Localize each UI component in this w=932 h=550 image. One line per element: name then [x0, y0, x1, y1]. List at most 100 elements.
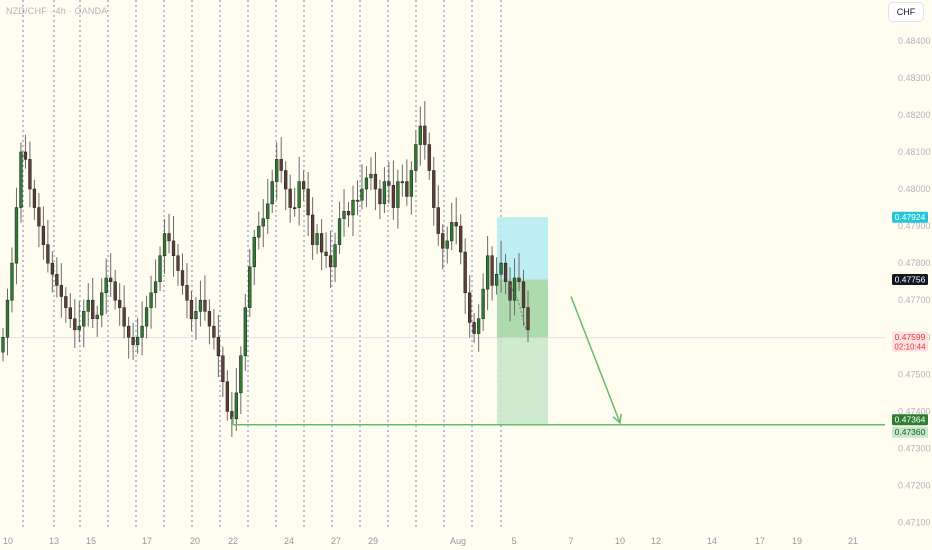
- candle-down: [131, 337, 135, 345]
- candle-down: [306, 188, 310, 216]
- candle-up: [135, 337, 140, 345]
- x-tick-label: Aug: [450, 536, 466, 546]
- projection-arrow-head: [612, 413, 622, 425]
- x-tick-label: 20: [190, 536, 200, 546]
- candle-up: [248, 266, 252, 308]
- candle-down: [459, 225, 463, 253]
- candle-up: [512, 277, 517, 301]
- countdown-label: 02:10:44: [894, 343, 926, 352]
- candle-up: [315, 233, 319, 245]
- candle-up: [100, 292, 104, 316]
- y-tick-label: 0.47700: [898, 295, 931, 305]
- symbol-label: NZD/CHF · 4h · OANDA: [6, 6, 108, 16]
- candle-down: [167, 233, 171, 242]
- candle-up: [445, 240, 449, 249]
- candle-up: [382, 181, 387, 205]
- x-tick-label: 17: [142, 536, 152, 546]
- price-label-text: 0.47360: [895, 427, 926, 437]
- candle-up: [369, 173, 373, 179]
- y-tick-label: 0.48200: [898, 110, 931, 120]
- currency-button[interactable]: CHF: [888, 2, 924, 22]
- price-axis[interactable]: 0.48400 0.48300 0.48200 0.48100 0.48000 0.479…: [898, 36, 931, 528]
- candle-down: [225, 381, 229, 412]
- candle-up: [409, 170, 413, 197]
- candle-down: [185, 285, 189, 301]
- y-tick-label: 0.47500: [898, 369, 931, 379]
- candle-down: [521, 281, 526, 308]
- candle-up: [144, 307, 149, 327]
- candle-down: [109, 277, 113, 282]
- candle-down: [230, 411, 234, 420]
- candle-down: [319, 233, 324, 253]
- x-tick-label: 24: [284, 536, 294, 546]
- candle-up: [86, 299, 90, 312]
- candle-up: [194, 311, 198, 319]
- overlays: [232, 285, 885, 426]
- y-tick-label: 0.48300: [898, 73, 931, 83]
- candle-down: [279, 159, 283, 171]
- candle-up: [14, 207, 19, 264]
- candle-down: [203, 299, 207, 312]
- price-label-text: 0.47756: [895, 274, 926, 284]
- y-tick-label: 0.47800: [898, 258, 931, 268]
- session-grid-lines: [0, 0, 885, 530]
- candle-down: [46, 244, 50, 264]
- candle-down: [463, 251, 467, 294]
- price-label-badge: [892, 331, 928, 352]
- candle-up: [342, 211, 346, 219]
- x-tick-label: 17: [755, 536, 765, 546]
- candle-up: [494, 274, 499, 286]
- x-tick-label: 22: [228, 536, 238, 546]
- candle-up: [333, 244, 337, 268]
- candle-up: [450, 222, 454, 242]
- take-profit-zone: [497, 337, 548, 425]
- candle-up: [234, 392, 238, 420]
- y-tick-label: 0.47200: [898, 481, 931, 491]
- candle-down: [387, 181, 391, 186]
- candle-down: [346, 211, 351, 216]
- projection-arrow: [570, 296, 621, 424]
- y-tick-label: 0.48400: [898, 36, 931, 46]
- price-label-badge: [892, 414, 928, 426]
- candle-down: [517, 277, 521, 282]
- candle-down: [373, 173, 378, 190]
- candle-up: [95, 314, 99, 319]
- candle-down: [454, 222, 458, 227]
- candle-down: [302, 181, 306, 190]
- candle-down: [91, 299, 95, 319]
- candle-down: [432, 170, 436, 208]
- candle-up: [82, 311, 86, 327]
- x-tick-label: 21: [848, 536, 858, 546]
- candle-down: [503, 262, 508, 282]
- candle-down: [28, 159, 32, 190]
- x-tick-label: 13: [49, 536, 59, 546]
- x-tick-label: 7: [568, 536, 573, 546]
- price-label-badge: [892, 211, 928, 223]
- x-tick-label: 19: [792, 536, 802, 546]
- candle-down: [32, 188, 37, 208]
- candle-up: [104, 277, 108, 294]
- candle-down: [310, 214, 315, 245]
- candle-down: [176, 255, 180, 271]
- candle-up: [19, 151, 23, 208]
- candle-up: [270, 181, 274, 205]
- time-axis[interactable]: 10 13 15 17 20 22 24 27 29 Aug 5 7 10 12 14 17 19 21: [3, 536, 858, 546]
- candle-down: [171, 240, 176, 256]
- candle-down: [221, 355, 225, 382]
- candle-up: [252, 236, 256, 268]
- candle-up: [10, 262, 14, 301]
- candle-up: [77, 325, 81, 331]
- x-tick-label: 10: [615, 536, 625, 546]
- candle-up: [162, 233, 167, 256]
- candle-down: [50, 262, 54, 275]
- y-tick-label: 0.47300: [898, 443, 931, 453]
- candle-down: [472, 322, 476, 334]
- candle-down: [180, 270, 185, 286]
- x-tick-label: 27: [331, 536, 341, 546]
- candle-up: [149, 292, 153, 308]
- candle-down: [122, 307, 126, 327]
- candle-down: [64, 296, 68, 308]
- candle-down: [216, 337, 221, 357]
- candle-down: [423, 125, 427, 145]
